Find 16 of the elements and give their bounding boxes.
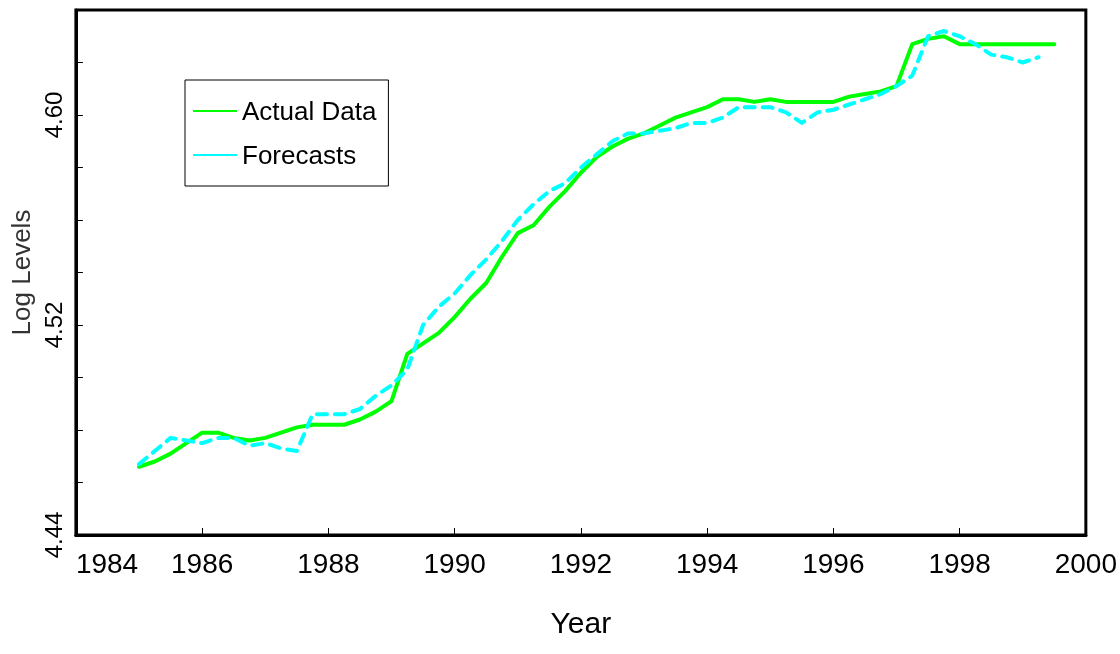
y-tick-label: 4.52 <box>40 301 68 349</box>
legend-label: Forecasts <box>242 140 357 170</box>
x-tick-label: 1998 <box>928 547 991 579</box>
x-tick-label: 1984 <box>75 547 139 579</box>
x-axis-title: Year <box>550 605 612 639</box>
x-tick-label: 1994 <box>675 547 739 579</box>
x-tick-label: 2000 <box>1054 547 1117 579</box>
y-tick-label: 4.44 <box>40 511 68 559</box>
x-tick-label: 1986 <box>171 547 234 579</box>
x-tick-label: 1988 <box>297 547 360 579</box>
x-tick-label: 1992 <box>549 547 613 579</box>
legend-label: Actual Data <box>242 96 377 126</box>
y-tick-label: 4.60 <box>40 91 68 139</box>
y-axis-title: Log Levels <box>6 209 36 336</box>
x-tick-label: 1990 <box>423 547 486 579</box>
x-tick-label: 1996 <box>802 547 865 579</box>
